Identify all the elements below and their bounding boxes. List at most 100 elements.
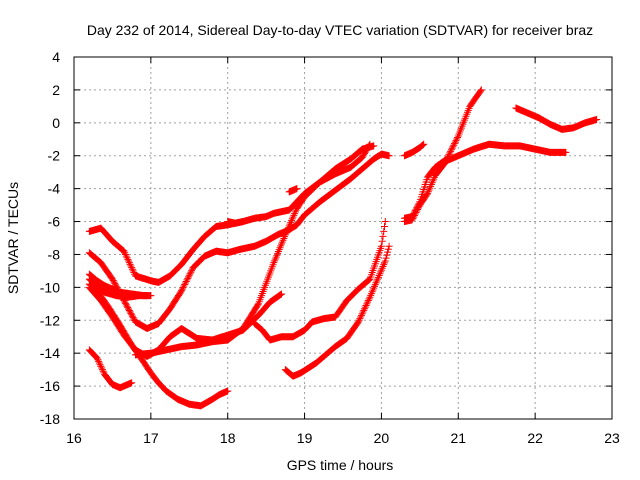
data-points: [85, 86, 601, 410]
data-point: [143, 292, 151, 300]
data-point: [447, 146, 455, 154]
data-point: [385, 152, 393, 160]
data-point: [359, 308, 367, 316]
data-point: [384, 245, 392, 253]
data-point: [409, 214, 417, 222]
y-tick-label: -8: [48, 246, 61, 262]
data-point: [183, 276, 191, 284]
data-point: [427, 182, 435, 190]
x-tick-label: 23: [604, 430, 620, 446]
data-point: [355, 316, 363, 324]
x-tick-label: 17: [143, 430, 159, 446]
data-point: [93, 354, 101, 362]
y-tick-label: -16: [40, 378, 60, 394]
data-point: [109, 277, 117, 285]
data-point: [95, 357, 103, 365]
data-point: [477, 86, 485, 94]
data-point: [385, 242, 393, 250]
data-point: [379, 262, 387, 270]
x-tick-label: 19: [297, 430, 313, 446]
x-tick-label: 20: [374, 430, 390, 446]
x-tick-label: 16: [66, 430, 82, 446]
data-point: [128, 379, 136, 387]
data-point: [121, 249, 129, 257]
data-point: [287, 218, 295, 226]
x-axis-label: GPS time / hours: [287, 457, 394, 473]
data-point: [125, 259, 133, 267]
data-point: [285, 222, 293, 230]
data-point: [276, 291, 284, 299]
data-point: [377, 268, 385, 276]
data-point: [358, 310, 366, 318]
data-point: [290, 211, 298, 219]
x-tick-labels: 16 17 18 19 20 21 22 23: [66, 430, 620, 446]
data-point: [378, 237, 386, 245]
data-point: [371, 282, 379, 290]
data-point: [94, 356, 102, 364]
data-point: [426, 184, 434, 192]
data-point: [185, 271, 193, 279]
data-point: [128, 312, 136, 320]
y-tick-label: -10: [40, 279, 60, 295]
data-point: [424, 190, 432, 198]
data-point: [364, 298, 372, 306]
data-point: [364, 276, 372, 284]
data-point: [127, 262, 135, 270]
data-point: [361, 305, 369, 313]
data-point: [381, 222, 389, 230]
data-point: [129, 314, 137, 322]
data-point: [125, 305, 133, 313]
data-point: [184, 274, 192, 282]
data-point: [380, 261, 388, 269]
data-point: [129, 267, 137, 275]
y-tick-label: -2: [48, 148, 61, 164]
data-point: [383, 251, 391, 259]
data-point: [429, 177, 437, 185]
data-point: [126, 260, 134, 268]
y-tick-label: -6: [48, 214, 61, 230]
data-point: [449, 143, 457, 151]
data-point: [368, 288, 376, 296]
data-point: [112, 281, 120, 289]
data-point: [375, 272, 383, 280]
data-series: [251, 318, 316, 344]
data-point: [281, 231, 289, 239]
data-point: [418, 142, 426, 150]
data-point: [122, 301, 130, 309]
data-point: [111, 279, 119, 287]
y-tick-label: 2: [52, 82, 60, 98]
data-point: [593, 116, 601, 124]
data-point: [376, 270, 384, 278]
data-point: [187, 268, 195, 276]
data-point: [424, 188, 432, 196]
data-point: [289, 213, 297, 221]
data-point: [381, 259, 389, 267]
data-point: [410, 211, 418, 219]
plot-border: [73, 56, 613, 420]
data-series: [285, 150, 393, 234]
data-point: [371, 281, 379, 289]
data-point: [122, 252, 130, 260]
data-series: [400, 140, 428, 160]
y-tick-label: -4: [48, 181, 61, 197]
data-point: [365, 276, 373, 284]
data-point: [410, 213, 418, 221]
data-point: [124, 304, 132, 312]
data-point: [412, 208, 420, 216]
data-point: [367, 291, 375, 299]
data-series: [293, 140, 374, 212]
data-point: [377, 242, 385, 250]
data-point: [447, 147, 455, 155]
data-point: [110, 278, 118, 286]
data-point: [284, 225, 292, 233]
data-point: [96, 361, 104, 369]
data-point: [286, 220, 294, 228]
data-point: [277, 290, 285, 298]
y-tick-label: 4: [52, 49, 60, 65]
data-point: [414, 206, 422, 214]
data-point: [453, 135, 461, 143]
data-point: [126, 308, 134, 316]
data-point: [99, 367, 107, 375]
data-point: [125, 257, 133, 265]
y-tick-label: -12: [40, 312, 60, 328]
